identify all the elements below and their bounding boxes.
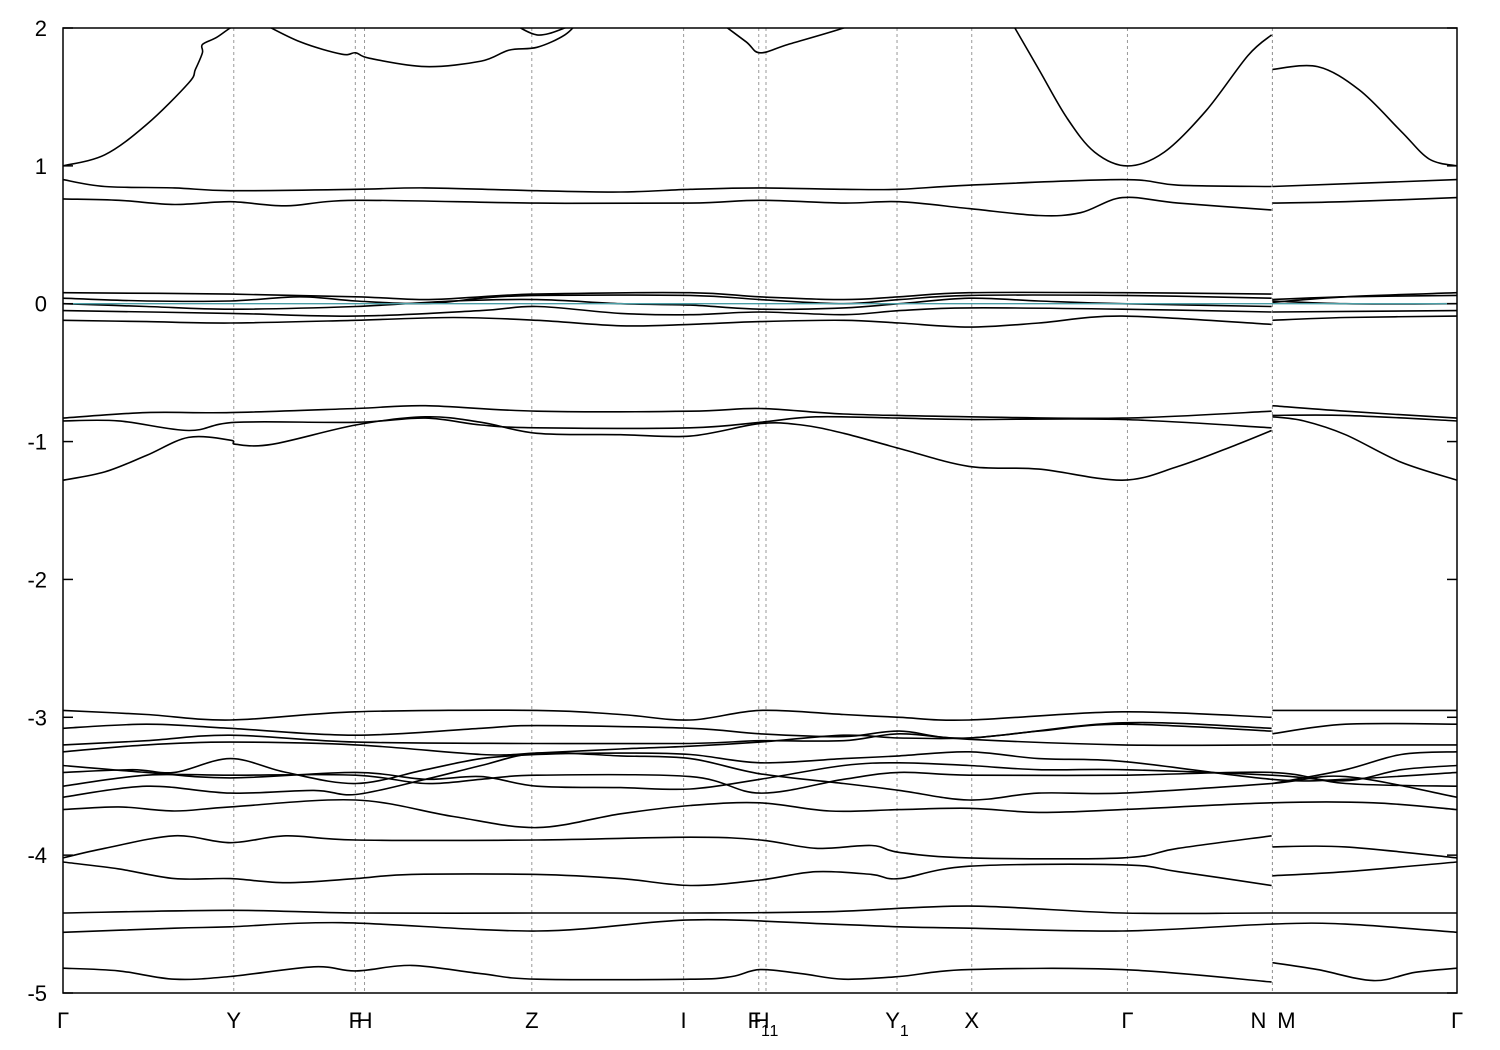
band-line (63, 305, 1272, 317)
y-tick-label: 2 (35, 16, 47, 41)
band-line (1272, 414, 1457, 422)
band-line (63, 196, 1272, 217)
band-line (63, 721, 1272, 739)
band-line (63, 297, 1272, 311)
grid-lines (233, 28, 1273, 993)
band-line (63, 415, 1272, 432)
y-axis: -5 -4 -3 -2 -1 0 1 2 (27, 16, 1457, 1006)
band-line (63, 709, 1272, 722)
band-line (63, 771, 1457, 794)
band-line (63, 315, 1272, 328)
x-tick-label: N (1250, 1008, 1266, 1033)
band-line (1272, 722, 1457, 735)
band-curves (63, 28, 1457, 983)
band-line (63, 750, 1457, 785)
x-tick-label: Y (226, 1008, 241, 1033)
band-line (63, 798, 1457, 829)
y-tick-label: 1 (35, 154, 47, 179)
band-line (1272, 404, 1457, 419)
y-tick-label: 0 (35, 292, 47, 317)
band-line (63, 294, 1272, 305)
band-line (63, 761, 1457, 791)
y-tick-label: -5 (27, 981, 47, 1006)
band-line (1272, 64, 1457, 167)
band-line (63, 751, 1457, 801)
band-line (1272, 861, 1457, 877)
band-line (63, 905, 1457, 915)
band-line (63, 415, 1272, 482)
band-line (63, 918, 1457, 934)
band-line (1013, 28, 1273, 167)
x-tick-label: Γ (1451, 1008, 1463, 1033)
y-tick-label: -3 (27, 705, 47, 730)
band-line (1272, 416, 1457, 481)
band-line (1272, 961, 1457, 982)
x-tick-label: H (357, 1008, 373, 1033)
x-tick-label: Y1 (885, 1008, 909, 1040)
band-line (1272, 196, 1457, 204)
band-line (1272, 309, 1457, 313)
band-line (726, 28, 847, 54)
x-tick-label: F (349, 1008, 362, 1033)
band-line (63, 291, 1272, 301)
band-line (63, 732, 1272, 747)
y-tick-label: -1 (27, 430, 47, 455)
band-line (1272, 751, 1457, 785)
x-tick-label: Z (525, 1008, 538, 1033)
band-line (1272, 178, 1457, 188)
x-tick-label: I (681, 1008, 687, 1033)
x-tick-label: M (1277, 1008, 1295, 1033)
band-line (63, 861, 1272, 887)
band-line (63, 178, 1272, 193)
band-line (269, 28, 574, 68)
y-tick-label: -4 (27, 843, 47, 868)
band-line (1272, 315, 1457, 322)
band-line (1272, 845, 1457, 859)
x-tick-label: Γ (57, 1008, 69, 1033)
band-line (63, 28, 232, 167)
band-line (1272, 291, 1457, 304)
x-tick-label: X (964, 1008, 979, 1033)
band-line (63, 964, 1272, 983)
band-line (63, 834, 1272, 860)
y-tick-label: -2 (27, 567, 47, 592)
plot-frame (62, 27, 1458, 994)
x-tick-label: Γ (1121, 1008, 1133, 1033)
band-line (63, 404, 1272, 420)
